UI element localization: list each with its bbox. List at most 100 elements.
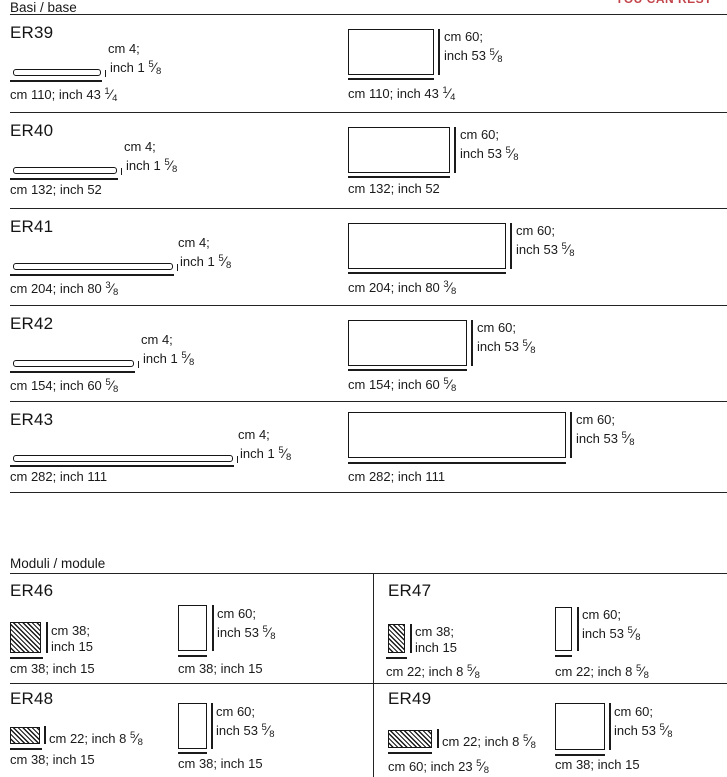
heading-rule: [10, 14, 727, 15]
depth-dimension-line: [577, 607, 579, 651]
depth-label-inch: inch 53 5⁄8: [216, 722, 275, 740]
length-label: cm 282; inch 111: [348, 469, 446, 484]
length-dimension-line: [10, 371, 135, 373]
length-label: cm 154; inch 60 5⁄8: [10, 377, 119, 395]
width-dimension-line: [555, 655, 572, 657]
length-label: cm 204; inch 80 3⁄8: [10, 280, 119, 298]
height-dimension-line: [46, 622, 48, 653]
depth-label-cm: cm 60;: [216, 704, 256, 719]
depth-label-inch: inch 53 5⁄8: [582, 625, 641, 643]
width-label: cm 38; inch 15: [555, 757, 640, 772]
depth-label-cm: cm 60;: [614, 704, 654, 719]
height-dimension-line: [410, 624, 412, 653]
front-view-drawing: [388, 730, 432, 748]
length-label: cm 110; inch 43 1⁄4: [10, 86, 118, 104]
thickness-label-cm: cm 4;: [238, 427, 270, 442]
length-label: cm 132; inch 52: [10, 182, 102, 197]
depth-label-inch: inch 53 5⁄8: [460, 145, 519, 163]
top-view-drawing: [348, 412, 566, 458]
width-label: cm 38; inch 15: [10, 661, 95, 676]
width-dimension-line: [178, 752, 207, 754]
depth-label-inch: inch 53 5⁄8: [576, 430, 635, 448]
top-view-drawing: [348, 320, 467, 366]
depth-dimension-line: [510, 223, 512, 269]
width-label: cm 22; inch 8 5⁄8: [555, 663, 649, 681]
depth-dimension-line: [609, 703, 611, 750]
product-code: ER46: [10, 581, 54, 600]
thickness-label-inch: inch 1 5⁄8: [240, 445, 292, 463]
product-code: ER40: [10, 121, 54, 140]
base-row-er42: ER42 cm 4; inch 1 5⁄8 cm 154; inch 60 5⁄…: [10, 305, 727, 402]
height-label-inch: inch 15: [415, 640, 457, 655]
width-label: cm 38; inch 15: [178, 661, 263, 676]
top-view-drawing: [555, 703, 605, 750]
length-label: cm 154; inch 60 5⁄8: [348, 376, 457, 394]
length-label: cm 132; inch 52: [348, 181, 440, 196]
heading-rule: [10, 573, 727, 574]
thickness-label-inch: inch 1 5⁄8: [126, 157, 178, 175]
width-label: cm 38; inch 15: [10, 752, 95, 767]
height-dimension-line: [437, 729, 439, 748]
depth-label-cm: cm 60;: [217, 606, 257, 621]
side-view-drawing: [13, 455, 238, 463]
front-view-drawing: [388, 624, 405, 653]
depth-label-cm: cm 60;: [576, 412, 616, 427]
length-label: cm 282; inch 111: [10, 469, 108, 484]
top-view-drawing: [348, 223, 506, 269]
depth-label-inch: inch 53 5⁄8: [516, 241, 575, 259]
length-label: cm 110; inch 43 1⁄4: [348, 85, 456, 103]
product-code: ER42: [10, 314, 54, 333]
depth-label-cm: cm 60;: [516, 223, 556, 238]
width-label: cm 60; inch 23 5⁄8: [388, 758, 490, 776]
width-label: cm 22; inch 8 5⁄8: [386, 663, 480, 681]
thickness-label-inch: inch 1 5⁄8: [110, 59, 162, 77]
base-row-er43: ER43 cm 4; inch 1 5⁄8 cm 282; inch 111 c…: [10, 401, 727, 493]
side-view-drawing: [13, 263, 178, 271]
side-view-drawing: [13, 69, 106, 77]
length-dimension-line: [10, 465, 234, 467]
length-dimension-line: [10, 178, 118, 180]
front-view-drawing: [10, 622, 41, 653]
module-grid-divider: [373, 573, 374, 777]
length-dimension-line: [348, 462, 566, 464]
width-dimension-line: [178, 655, 207, 657]
height-label-cm: cm 38;: [51, 623, 91, 638]
depth-dimension-line: [570, 412, 572, 458]
module-grid-rule: [10, 683, 727, 684]
length-dimension-line: [10, 274, 174, 276]
front-view-drawing: [10, 727, 40, 744]
depth-dimension-line: [438, 29, 440, 75]
base-row-er40: ER40 cm 4; inch 1 5⁄8 cm 132; inch 52 cm…: [10, 112, 727, 209]
product-code: ER48: [10, 689, 54, 708]
thickness-label-cm: cm 4;: [124, 139, 156, 154]
base-row-er41: ER41 cm 4; inch 1 5⁄8 cm 204; inch 80 3⁄…: [10, 208, 727, 306]
thickness-label-inch: inch 1 5⁄8: [180, 253, 232, 271]
top-view-drawing: [178, 605, 207, 651]
depth-label-inch: inch 53 5⁄8: [614, 722, 673, 740]
brand-watermark: YOU CAN REST: [615, 0, 712, 6]
depth-label-cm: cm 60;: [582, 607, 622, 622]
depth-label-inch: inch 53 5⁄8: [477, 338, 536, 356]
depth-label-cm: cm 60;: [477, 320, 517, 335]
side-view-drawing: [13, 167, 122, 175]
length-dimension-line: [10, 80, 102, 82]
depth-dimension-line: [211, 703, 213, 749]
thickness-label-cm: cm 4;: [141, 332, 173, 347]
thickness-label-cm: cm 4;: [178, 235, 210, 250]
height-dimension-line: [44, 726, 46, 744]
width-label: cm 38; inch 15: [178, 756, 263, 771]
length-dimension-line: [348, 176, 450, 178]
width-dimension-line: [10, 748, 42, 750]
height-label: cm 22; inch 8 5⁄8: [49, 730, 143, 748]
side-view-drawing: [13, 360, 139, 368]
width-dimension-line: [388, 752, 432, 754]
base-row-er39: ER39 cm 4; inch 1 5⁄8 cm 110; inch 43 1⁄…: [10, 14, 727, 113]
height-label: cm 22; inch 8 5⁄8: [442, 733, 536, 751]
product-code: ER39: [10, 23, 54, 42]
depth-label-cm: cm 60;: [444, 29, 484, 44]
width-dimension-line: [555, 754, 605, 756]
product-code: ER43: [10, 410, 54, 429]
depth-dimension-line: [471, 320, 473, 366]
depth-label-cm: cm 60;: [460, 127, 500, 142]
